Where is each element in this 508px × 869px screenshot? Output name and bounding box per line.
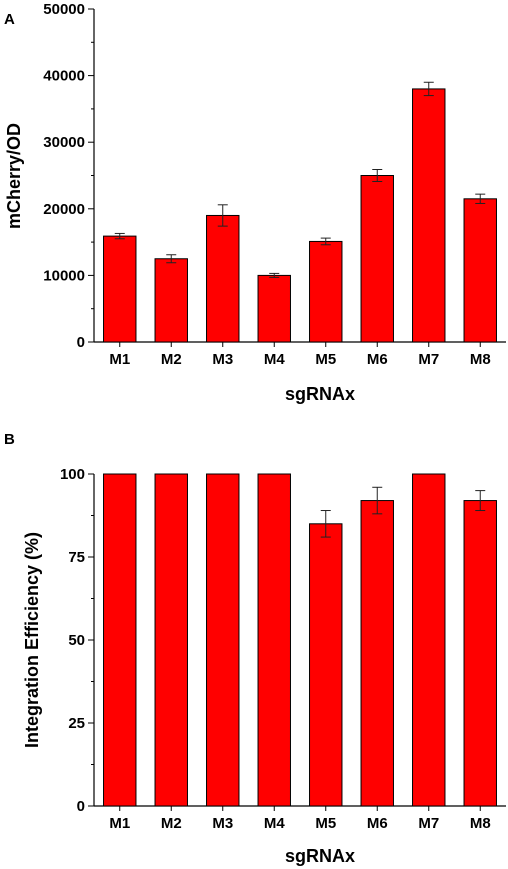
chart-a-x-tick-label: M5 [315, 351, 336, 368]
chart-a-x-tick-label: M6 [367, 351, 388, 368]
chart-a-bar-m1 [103, 235, 137, 343]
chart-b-bar-m6 [360, 500, 394, 807]
panel-b-letter: B [4, 431, 15, 448]
chart-b-x-tick-label: M7 [418, 815, 439, 832]
chart-b-plot: 0 25 50 75 100 M1 M2 M3 M4 M5 M6 M7 M8 [60, 466, 506, 832]
panel-a: A 0 10000 20000 30000 40000 50000 M1 M2 M3 M4 M5 M6… [4, 1, 506, 404]
chart-a-error-bar-m5 [320, 237, 331, 246]
chart-b-y-axis-title: Integration Efficiency (%) [22, 532, 42, 748]
chart-a-bar-m8 [463, 198, 497, 343]
panel-b: B 0 25 50 75 100 M1 M2 M3 M4 M5 M6 M7 M8 sgRNAx Inte… [4, 431, 506, 866]
chart-a-y-tick-label: 40000 [43, 68, 85, 85]
chart-a-y-tick-label: 10000 [43, 267, 85, 284]
chart-a-x-tick-label: M8 [470, 351, 491, 368]
chart-a-error-bar-m3 [217, 204, 228, 227]
chart-a-bar-m4 [257, 274, 291, 343]
chart-a-error-bar-m1 [114, 232, 125, 240]
chart-a-y-tick-label: 20000 [43, 201, 85, 218]
chart-b-bar-m7 [412, 473, 446, 807]
chart-b-x-tick-label: M4 [264, 815, 285, 832]
chart-a-x-axis-title: sgRNAx [285, 384, 355, 404]
chart-a-x-tick-label: M1 [109, 351, 130, 368]
chart-a-bar-m7 [412, 88, 446, 343]
chart-b-error-bar-m6 [372, 486, 383, 515]
chart-b-y-tick-label: 100 [60, 466, 85, 483]
chart-a-error-bar-m8 [475, 193, 486, 204]
chart-b-bar-m8 [463, 500, 497, 807]
chart-b-y-tick-label: 75 [68, 549, 85, 566]
chart-b-bar-m3 [206, 473, 240, 807]
chart-a-plot: 0 10000 20000 30000 40000 50000 M1 M2 M3 M4 M5 M6 M7… [43, 1, 506, 368]
chart-a-x-tick-label: M3 [212, 351, 233, 368]
chart-b-error-bar-m8 [475, 490, 486, 512]
chart-a-y-axis-title: mCherry/OD [4, 123, 24, 229]
chart-a-x-tick-label: M4 [264, 351, 285, 368]
chart-b-bar-m4 [257, 473, 291, 807]
chart-a-error-bar-m6 [372, 169, 383, 182]
chart-a-error-bar-m7 [423, 81, 434, 97]
chart-b-y-tick-label: 0 [77, 798, 85, 815]
chart-a-x-tick-label: M2 [161, 351, 182, 368]
chart-b-x-tick-label: M8 [470, 815, 491, 832]
chart-a-bar-m3 [206, 214, 240, 343]
chart-b-error-bar-m5 [320, 510, 331, 538]
chart-b-x-tick-label: M1 [109, 815, 130, 832]
chart-a-y-tick-label: 50000 [43, 1, 85, 18]
chart-b-bar-m1 [103, 473, 137, 807]
chart-b-y-tick-label: 25 [68, 715, 85, 732]
chart-b-x-tick-label: M2 [161, 815, 182, 832]
panel-a-letter: A [4, 11, 15, 28]
chart-a-x-tick-label: M7 [418, 351, 439, 368]
chart-a-bar-m6 [360, 175, 394, 343]
chart-a-bar-m5 [309, 240, 343, 343]
chart-b-y-tick-label: 50 [68, 632, 85, 649]
chart-b-bar-m2 [154, 473, 188, 807]
chart-b-bar-m5 [309, 523, 343, 807]
chart-a-bar-m2 [154, 258, 188, 343]
chart-b-x-tick-label: M6 [367, 815, 388, 832]
chart-a-y-tick-label: 30000 [43, 134, 85, 151]
chart-a-error-bar-m2 [166, 254, 177, 264]
chart-a-error-bar-m4 [269, 272, 280, 278]
chart-a-y-tick-label: 0 [77, 334, 85, 351]
chart-b-x-tick-label: M5 [315, 815, 336, 832]
chart-b-x-axis-title: sgRNAx [285, 846, 355, 866]
chart-b-x-tick-label: M3 [212, 815, 233, 832]
